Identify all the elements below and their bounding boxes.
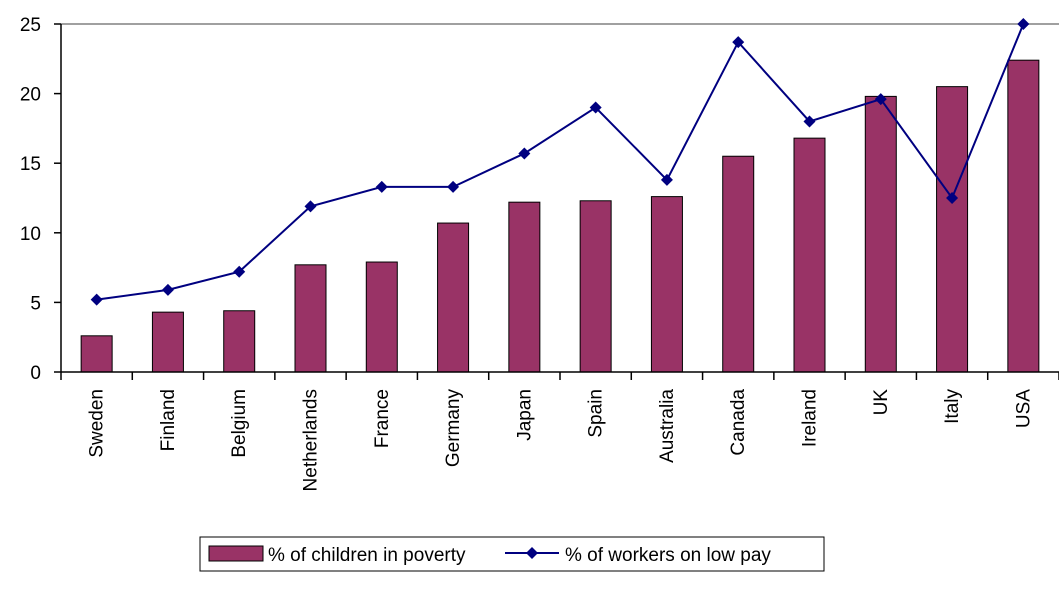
low-pay-point-italy [946,192,959,204]
low-pay-point-australia [660,173,673,186]
axes-group [60,24,1059,373]
bar-france [365,261,398,373]
x-tick-label-japan: Japan [514,389,535,441]
bar-ireland [793,137,826,373]
bar-sweden [80,335,113,373]
low-pay-line [96,23,1025,301]
y-tick-label: 5 [30,293,41,314]
low-pay-point-germany [447,180,460,193]
low-pay-point-spain [589,101,602,114]
x-tick-label-germany: Germany [443,389,464,468]
bar-italy [936,86,969,373]
y-tick-label: 15 [20,154,41,175]
x-tick-label-australia: Australia [657,389,678,463]
low-pay-point-france [375,180,388,193]
legend-label-bar: % of children in poverty [268,545,466,566]
x-tick-group: Sweden Finland Belgium Netherlands France Ger… [60,372,1059,491]
bar-japan [508,201,541,373]
y-tick-label: 0 [30,363,41,384]
x-tick-label-uk: UK [871,389,892,416]
low-pay-point-belgium [233,265,246,278]
legend-label-line: % of workers on low pay [565,545,771,566]
legend-bar-swatch [208,545,264,562]
x-tick-label-canada: Canada [728,389,749,456]
x-tick-label-france: France [372,389,393,448]
x-tick-label-ireland: Ireland [800,389,821,447]
x-tick-label-sweden: Sweden [87,389,108,458]
low-pay-point-ireland [803,115,816,128]
low-pay-point-canada [732,36,745,49]
x-tick-label-italy: Italy [942,389,963,424]
x-tick-label-netherlands: Netherlands [301,389,322,491]
y-tick-label: 10 [20,224,41,245]
legend: % of children in poverty % of workers on… [199,536,825,572]
x-tick-label-spain: Spain [586,389,607,438]
x-tick-label-finland: Finland [158,389,179,451]
bar-australia [650,196,683,373]
legend-line-marker [526,547,538,559]
low-pay-point-finland [161,283,174,296]
y-tick-group: 0 5 10 15 20 25 [20,15,61,384]
low-pay-point-sweden [90,293,103,306]
low-pay-point-usa [1017,18,1030,30]
bar-germany [437,222,470,373]
line-series-group [90,18,1030,306]
x-tick-label-usa: USA [1013,389,1034,428]
bar-canada [722,155,755,373]
bar-usa [1007,59,1040,373]
low-pay-point-uk [874,93,887,106]
low-pay-point-japan [518,147,531,160]
y-tick-label: 25 [20,15,41,36]
bar-finland [151,311,184,373]
bar-netherlands [294,264,327,373]
bar-uk [864,95,897,373]
low-pay-point-netherlands [304,200,317,213]
bar-series-group [80,59,1040,373]
bar-spain [579,200,612,373]
y-tick-label: 20 [20,85,41,106]
bar-belgium [223,310,256,373]
x-tick-label-belgium: Belgium [229,389,250,458]
